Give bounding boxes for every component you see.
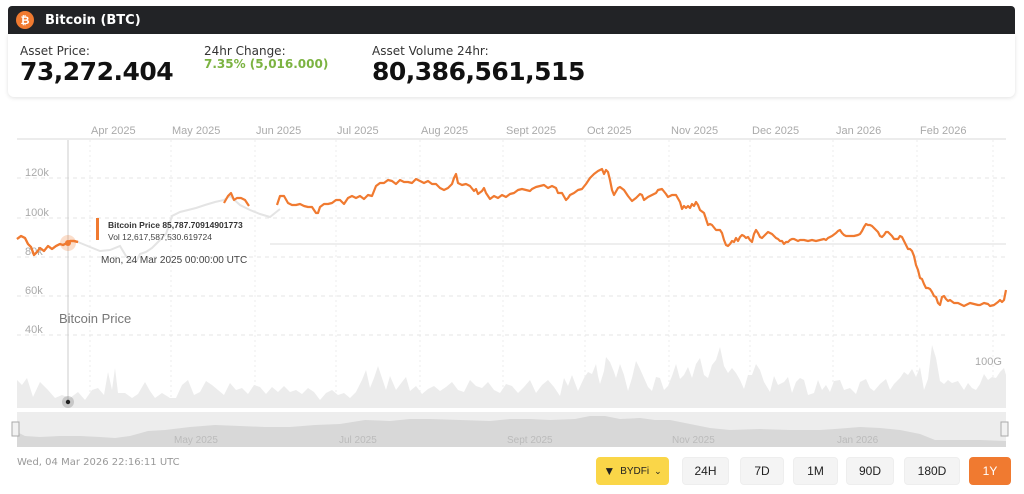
change-value: 7.35% (5,016.000) <box>204 57 329 71</box>
last-updated-timestamp: Wed, 04 Mar 2026 22:16:11 UTC <box>17 457 180 468</box>
navigator-handle-right[interactable] <box>1000 421 1009 437</box>
navigator-labels: May 2025 Jul 2025 Sept 2025 Nov 2025 Jan… <box>174 435 879 446</box>
tooltip: Bitcoin Price 85,787.70914901773 Vol 12,… <box>96 218 247 266</box>
navigator[interactable]: May 2025 Jul 2025 Sept 2025 Nov 2025 Jan… <box>11 412 1009 447</box>
header-bar: ₿ Bitcoin (BTC) <box>8 6 1015 34</box>
navigator-handle-left[interactable] <box>11 421 20 437</box>
stat-change: 24hr Change: 7.35% (5,016.000) <box>204 44 328 71</box>
stat-volume: Asset Volume 24hr: 80,386,561,515 <box>372 44 585 86</box>
y-axis-labels: 120k 100k 80k 60k 40k <box>25 167 49 336</box>
y-tick: 100k <box>25 207 49 219</box>
series-label: Bitcoin Price <box>59 311 131 326</box>
exchange-label: BYDFi <box>620 465 650 477</box>
x-gridlines <box>89 140 994 408</box>
x-tick: Feb 2026 <box>920 125 966 137</box>
range-button-1m[interactable]: 1M <box>793 457 838 485</box>
range-button-90d[interactable]: 90D <box>846 457 894 485</box>
price-line-rest <box>275 167 1008 308</box>
tooltip-price: Bitcoin Price 85,787.70914901773 <box>108 220 243 230</box>
navigator-tick: Sept 2025 <box>507 435 553 446</box>
chevron-down-icon: ⌄ <box>654 465 662 476</box>
x-tick: Jul 2025 <box>337 125 379 137</box>
range-button-7d[interactable]: 7D <box>740 457 784 485</box>
chart-svg[interactable]: Apr 2025 May 2025 Jun 2025 Jul 2025 Aug … <box>0 110 1024 450</box>
hover-point <box>65 240 71 246</box>
price-line-may <box>223 191 250 207</box>
volume-axis-label: 100G <box>975 356 1002 368</box>
volume-area <box>17 345 1006 408</box>
tooltip-color-bar <box>96 218 99 240</box>
range-button-180d[interactable]: 180D <box>904 457 960 485</box>
x-tick: Nov 2025 <box>671 125 718 137</box>
x-tick: Jun 2025 <box>256 125 301 137</box>
x-tick: Oct 2025 <box>587 125 632 137</box>
x-tick: Sept 2025 <box>506 125 556 137</box>
navigator-tick: Jan 2026 <box>837 435 879 446</box>
x-tick: Apr 2025 <box>91 125 136 137</box>
range-button-24h[interactable]: 24H <box>682 457 729 485</box>
asset-title: Bitcoin (BTC) <box>45 12 141 28</box>
volume-value: 80,386,561,515 <box>372 57 585 86</box>
tooltip-date: Mon, 24 Mar 2025 00:00:00 UTC <box>101 255 247 266</box>
y-tick: 40k <box>25 324 43 336</box>
price-line-faded <box>77 194 281 263</box>
y-tick: 60k <box>25 285 43 297</box>
price-chart[interactable]: Apr 2025 May 2025 Jun 2025 Jul 2025 Aug … <box>0 110 1024 450</box>
x-tick: May 2025 <box>172 125 220 137</box>
stat-price: Asset Price: 73,272.404 <box>20 44 174 86</box>
navigator-tick: Nov 2025 <box>672 435 715 446</box>
volume-label: Asset Volume 24hr: <box>372 44 489 58</box>
exchange-selector[interactable]: ▼ BYDFi ⌄ <box>596 457 669 485</box>
x-tick: Dec 2025 <box>752 125 799 137</box>
price-value: 73,272.404 <box>20 57 174 86</box>
x-tick: Jan 2026 <box>836 125 881 137</box>
x-tick: Aug 2025 <box>421 125 468 137</box>
bitcoin-icon: ₿ <box>16 11 34 29</box>
y-tick: 120k <box>25 167 49 179</box>
y-gridlines <box>17 177 1006 336</box>
range-button-1y[interactable]: 1Y <box>969 457 1011 485</box>
price-label: Asset Price: <box>20 44 90 58</box>
tooltip-volume: Vol 12,617,587,530.619724 <box>108 232 212 242</box>
stats-panel: Asset Price: 73,272.404 24hr Change: 7.3… <box>8 34 1015 97</box>
bydfi-logo-icon: ▼ <box>603 464 616 478</box>
change-label: 24hr Change: <box>204 44 286 58</box>
volume-hover-point <box>65 399 71 405</box>
navigator-tick: Jul 2025 <box>339 435 377 446</box>
x-axis-labels: Apr 2025 May 2025 Jun 2025 Jul 2025 Aug … <box>91 125 966 137</box>
navigator-tick: May 2025 <box>174 435 218 446</box>
navigator-area <box>17 416 1006 447</box>
